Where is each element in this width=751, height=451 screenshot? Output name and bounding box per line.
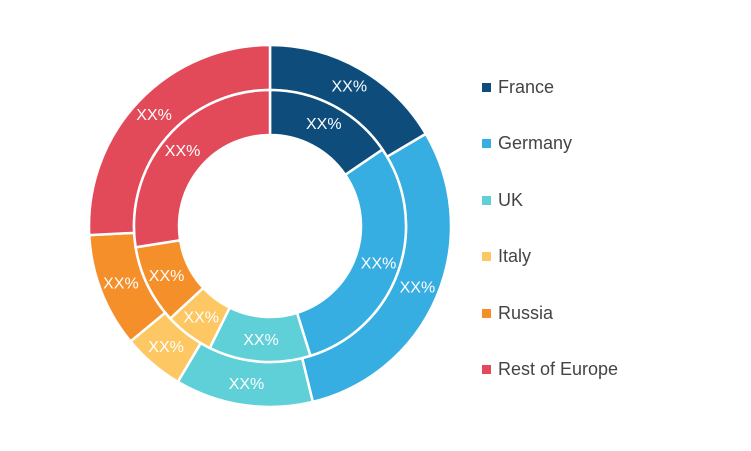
outer-ring: [87, 43, 453, 409]
legend-item-uk[interactable]: UK: [482, 187, 618, 213]
outer-slice-label-uk: XX%: [229, 376, 265, 393]
inner-slice-rest-of-europe[interactable]: [132, 88, 272, 249]
slice-labels: XX%XX%XX%XX%XX%XX%XX%XX%XX%XX%XX%XX%: [103, 79, 435, 393]
legend-swatch-rest-of-europe: [482, 365, 491, 375]
legend-swatch-germany: [482, 139, 491, 149]
legend-item-france[interactable]: France: [482, 74, 618, 100]
inner-slice-label-uk: XX%: [243, 332, 279, 349]
inner-slice-label-germany: XX%: [361, 255, 397, 272]
legend-swatch-russia: [482, 308, 491, 318]
legend-label-italy: Italy: [498, 246, 532, 267]
outer-slice-label-russia: XX%: [103, 276, 139, 293]
legend-label-germany: Germany: [498, 133, 573, 154]
legend-item-russia[interactable]: Russia: [482, 300, 618, 326]
inner-ring: [132, 88, 408, 364]
legend-item-germany[interactable]: Germany: [482, 131, 618, 157]
inner-slice-label-italy: XX%: [183, 310, 219, 327]
legend-item-rest-of-europe[interactable]: Rest of Europe: [482, 357, 618, 383]
legend-label-russia: Russia: [498, 302, 554, 323]
outer-slice-label-rest-of-europe: XX%: [136, 107, 172, 124]
inner-slice-germany[interactable]: [295, 147, 408, 358]
legend-swatch-france: [482, 82, 491, 92]
outer-slice-label-italy: XX%: [148, 339, 184, 356]
legend-label-france: France: [498, 76, 555, 97]
legend-item-italy[interactable]: Italy: [482, 244, 618, 270]
outer-slice-label-france: XX%: [332, 79, 368, 96]
legend-label-uk: UK: [498, 189, 524, 210]
inner-slice-label-russia: XX%: [149, 268, 185, 285]
inner-slice-label-france: XX%: [306, 116, 342, 133]
legend: France Germany UK Italy Russia Rest of E…: [482, 74, 618, 414]
legend-swatch-uk: [482, 195, 491, 205]
legend-swatch-italy: [482, 252, 491, 262]
legend-label-rest-of-europe: Rest of Europe: [498, 359, 619, 380]
outer-slice-label-germany: XX%: [400, 280, 436, 297]
inner-slice-label-rest-of-europe: XX%: [165, 143, 201, 160]
